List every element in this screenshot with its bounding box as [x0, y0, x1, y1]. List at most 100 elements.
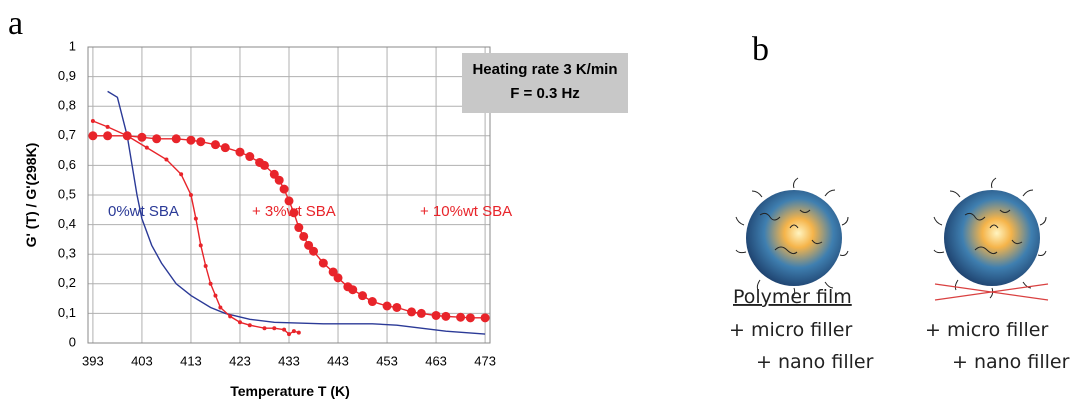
- marker: [186, 135, 196, 145]
- particle: [746, 190, 842, 286]
- marker: [367, 297, 377, 307]
- marker: [274, 175, 284, 185]
- layer-label: + micro filler: [729, 319, 852, 341]
- marker: [269, 169, 279, 179]
- marker: [465, 313, 475, 323]
- marker: [318, 258, 328, 268]
- y-tick-label: 1: [69, 38, 76, 53]
- x-tick-label: 463: [425, 353, 447, 368]
- y-axis-label: G' (T) / G'(298K): [23, 143, 39, 248]
- marker: [213, 293, 218, 298]
- y-tick-label: 0,9: [58, 68, 76, 83]
- y-tick-label: 0: [69, 334, 76, 349]
- marker: [333, 273, 343, 283]
- marker: [282, 327, 287, 332]
- marker: [88, 131, 98, 141]
- series-line: [92, 120, 299, 335]
- marker: [171, 134, 181, 144]
- annotation: F = 0.3 Hz: [510, 85, 580, 102]
- marker: [179, 172, 184, 177]
- series-label: + 10%wt SBA: [420, 203, 512, 220]
- series-line: [107, 90, 486, 335]
- y-tick-label: 0,8: [58, 98, 76, 113]
- marker: [287, 332, 291, 337]
- marker: [220, 143, 230, 153]
- marker: [103, 131, 113, 141]
- marker: [198, 243, 203, 248]
- marker: [196, 137, 206, 147]
- plot-frame: [87, 46, 491, 344]
- particle: [944, 190, 1040, 286]
- marker: [137, 132, 147, 142]
- marker: [294, 223, 304, 233]
- marker: [188, 193, 193, 197]
- marker: [245, 152, 255, 162]
- filler-chains: [735, 177, 849, 299]
- marker: [382, 301, 392, 311]
- marker: [348, 285, 358, 295]
- marker: [291, 329, 296, 334]
- marker: [304, 240, 314, 250]
- annotation: Heating rate 3 K/min: [472, 61, 617, 78]
- x-tick-label: 453: [376, 353, 398, 368]
- marker: [193, 216, 198, 221]
- marker: [279, 184, 289, 194]
- y-tick-label: 0,1: [58, 305, 76, 320]
- marker: [441, 311, 451, 321]
- x-tick-label: 473: [474, 353, 496, 368]
- layer-label: Polymer film: [733, 286, 852, 308]
- cross: [934, 283, 1049, 301]
- marker: [431, 310, 441, 320]
- marker: [480, 313, 490, 323]
- marker: [328, 267, 338, 277]
- marker: [152, 134, 162, 144]
- marker: [203, 264, 208, 269]
- marker: [407, 307, 417, 317]
- series-label: 0%wt SBA: [108, 203, 179, 220]
- x-tick-label: 393: [82, 353, 104, 368]
- y-tick-label: 0,2: [58, 275, 76, 290]
- marker: [90, 119, 95, 123]
- y-tick-label: 0,6: [58, 157, 76, 172]
- marker: [122, 131, 132, 141]
- panel-b: b Polymer film + micro filler + nano fil…: [729, 31, 1070, 373]
- marker: [235, 147, 245, 157]
- marker: [105, 124, 110, 129]
- marker: [272, 326, 277, 331]
- marker: [259, 160, 269, 170]
- marker: [416, 308, 426, 318]
- x-axis-label: Temperature T (K): [230, 383, 350, 399]
- layer-label: + nano filler: [952, 351, 1070, 373]
- x-tick-label: 413: [180, 353, 202, 368]
- marker: [144, 145, 149, 150]
- marker: [218, 305, 223, 310]
- marker: [296, 330, 301, 335]
- panel-label: b: [752, 31, 769, 68]
- marker: [237, 320, 242, 325]
- marker: [284, 196, 294, 206]
- marker: [262, 326, 267, 331]
- annotation-box: [462, 53, 628, 113]
- x-tick-label: 423: [229, 353, 251, 368]
- y-tick-label: 0,7: [58, 127, 76, 142]
- panel-label: a: [8, 5, 23, 42]
- y-tick-label: 0,3: [58, 246, 76, 261]
- layer-label: + micro filler: [925, 319, 1048, 341]
- marker: [210, 140, 220, 150]
- marker: [247, 323, 252, 328]
- marker: [299, 231, 309, 241]
- marker: [309, 246, 319, 256]
- marker: [456, 312, 466, 322]
- marker: [164, 157, 169, 162]
- y-tick-label: 0,5: [58, 186, 76, 201]
- x-tick-label: 433: [278, 353, 300, 368]
- marker: [289, 208, 299, 218]
- marker: [358, 291, 368, 301]
- marker: [228, 314, 233, 319]
- x-tick-label: 443: [327, 353, 349, 368]
- marker: [392, 302, 402, 312]
- marker: [208, 281, 213, 286]
- layer-label: + nano filler: [756, 351, 874, 373]
- y-tick-label: 0,4: [58, 216, 76, 231]
